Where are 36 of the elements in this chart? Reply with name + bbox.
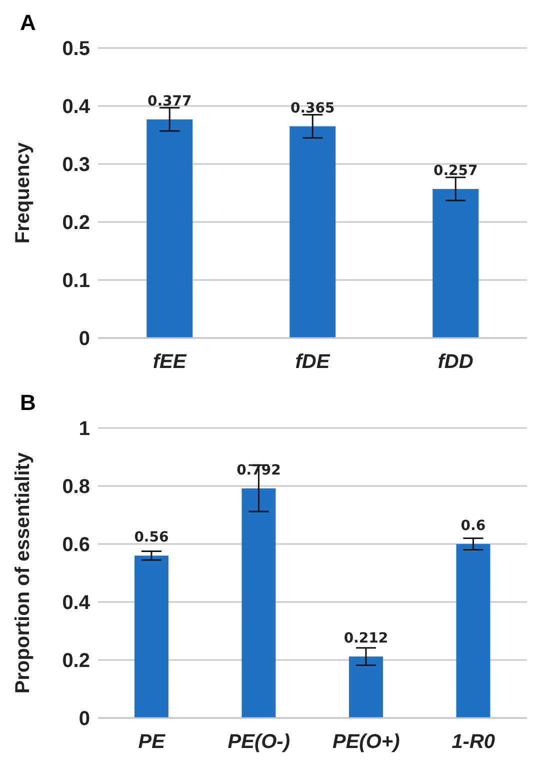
x-tick-label: PE(O+) bbox=[332, 731, 400, 754]
bar bbox=[146, 119, 193, 338]
data-label: 0.6 bbox=[460, 518, 486, 534]
data-label: 0.365 bbox=[290, 100, 335, 116]
y-axis-title: Proportion of essentiality bbox=[12, 452, 34, 694]
y-tick-label: 0.8 bbox=[62, 476, 90, 498]
y-tick-label: 0.4 bbox=[62, 96, 91, 118]
y-tick-label: 0 bbox=[78, 328, 90, 350]
data-label: 0.377 bbox=[147, 93, 192, 110]
y-tick-label: 0.2 bbox=[62, 212, 90, 234]
chart-title: A bbox=[20, 10, 36, 36]
x-tick-label: PE bbox=[138, 731, 166, 754]
bar bbox=[290, 126, 336, 338]
x-tick-label: 1-R0 bbox=[452, 731, 496, 754]
data-label: 0.56 bbox=[134, 530, 169, 546]
y-tick-label: 0.5 bbox=[62, 38, 90, 60]
data-label: 0.257 bbox=[433, 162, 478, 179]
y-tick-label: 0.3 bbox=[62, 154, 90, 176]
bar bbox=[242, 488, 276, 718]
y-tick-label: 1 bbox=[78, 418, 90, 440]
bar bbox=[348, 656, 383, 718]
y-tick-label: 0.4 bbox=[62, 592, 91, 614]
y-axis-title: Frequency bbox=[12, 142, 34, 244]
chart-title: B bbox=[20, 390, 36, 416]
data-label: 0.212 bbox=[344, 630, 388, 647]
y-tick-label: 0.6 bbox=[62, 534, 90, 556]
x-tick-label: fDE bbox=[295, 351, 330, 374]
y-tick-label: 0.2 bbox=[62, 650, 90, 672]
bar bbox=[432, 188, 479, 338]
x-tick-label: PE(O-) bbox=[228, 731, 290, 754]
y-tick-label: 0 bbox=[78, 708, 90, 730]
bar bbox=[134, 556, 168, 718]
bar bbox=[456, 544, 490, 718]
x-tick-label: fDD bbox=[438, 351, 474, 374]
x-tick-label: fEE bbox=[152, 351, 187, 374]
y-tick-label: 0.1 bbox=[62, 270, 90, 292]
